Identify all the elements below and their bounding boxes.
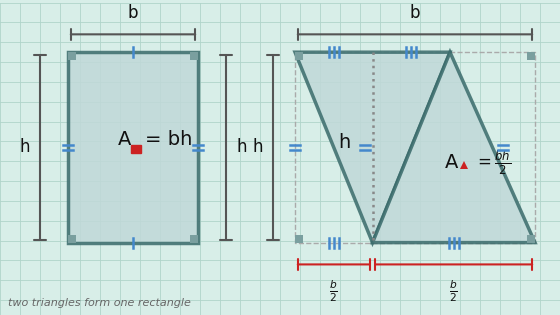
- Text: h: h: [253, 138, 263, 156]
- Text: $=\frac{bh}{2}$: $=\frac{bh}{2}$: [474, 148, 511, 176]
- Polygon shape: [68, 235, 76, 243]
- Polygon shape: [527, 52, 535, 60]
- Text: b: b: [128, 4, 138, 22]
- Text: two triangles form one rectangle: two triangles form one rectangle: [8, 298, 191, 308]
- Polygon shape: [527, 235, 535, 243]
- Text: h: h: [236, 138, 246, 156]
- Polygon shape: [68, 52, 198, 243]
- Text: h: h: [338, 133, 351, 152]
- Text: A: A: [445, 153, 458, 172]
- Polygon shape: [295, 52, 303, 60]
- Text: $\frac{b}{2}$: $\frac{b}{2}$: [329, 278, 338, 304]
- Text: = bh: = bh: [145, 130, 193, 149]
- Polygon shape: [295, 235, 303, 243]
- Text: b: b: [410, 4, 420, 22]
- Polygon shape: [372, 52, 535, 243]
- Text: h: h: [20, 138, 30, 156]
- Text: $\frac{b}{2}$: $\frac{b}{2}$: [449, 278, 458, 304]
- Polygon shape: [295, 52, 450, 243]
- Bar: [131, 146, 141, 153]
- Text: A: A: [118, 130, 131, 149]
- Polygon shape: [190, 52, 198, 60]
- Polygon shape: [68, 52, 76, 60]
- Polygon shape: [190, 235, 198, 243]
